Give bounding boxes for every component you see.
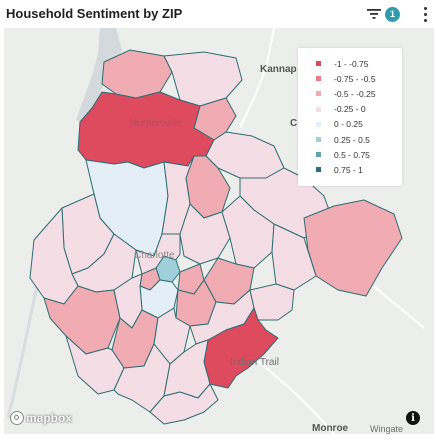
place-label-kannapolis: Kannap xyxy=(260,64,297,75)
zip-region[interactable] xyxy=(149,383,219,425)
place-label-charlotte: Charlotte xyxy=(134,250,175,261)
legend-label: 0.75 - 1 xyxy=(334,164,363,175)
zip-region[interactable] xyxy=(303,199,403,297)
legend-swatch xyxy=(316,167,321,173)
legend-label: -0.75 - -0.5 xyxy=(334,73,376,84)
legend-swatch xyxy=(316,91,321,97)
place-label-huntersville: Huntersville xyxy=(130,118,183,129)
widget-title: Household Sentiment by ZIP xyxy=(6,6,183,21)
zip-region[interactable] xyxy=(203,307,279,389)
legend-item: -0.5 - -0.25 xyxy=(298,86,402,101)
legend-item: -1 - -0.75 xyxy=(298,56,402,71)
legend-label: 0.25 - 0.5 xyxy=(334,134,370,145)
legend-item: -0.25 - 0 xyxy=(298,102,402,117)
road-line xyxy=(253,357,335,434)
mapbox-logo[interactable]: mapbox xyxy=(10,410,72,426)
place-label-indian-trail: Indian Trail xyxy=(230,357,279,368)
info-icon[interactable]: i xyxy=(406,411,420,425)
road-line xyxy=(239,28,275,129)
legend-label: 0.5 - 0.75 xyxy=(334,149,370,160)
filter-icon xyxy=(367,9,381,19)
more-options-button[interactable] xyxy=(419,5,431,23)
more-vertical-icon xyxy=(423,6,427,10)
legend-swatch xyxy=(316,152,321,158)
legend-swatch xyxy=(316,61,321,67)
place-label-monroe: Monroe xyxy=(312,423,349,434)
legend-swatch xyxy=(316,121,321,127)
legend-label: -1 - -0.75 xyxy=(334,58,369,69)
widget-header: Household Sentiment by ZIP 1 xyxy=(0,0,436,28)
lake-shape xyxy=(76,28,122,124)
legend-item: -0.75 - -0.5 xyxy=(298,71,402,86)
legend-label: 0 - 0.25 xyxy=(334,119,363,130)
legend-item: 0.75 - 1 xyxy=(298,162,402,177)
mapbox-logo-icon xyxy=(10,411,24,425)
active-filter-count-badge: 1 xyxy=(385,6,400,22)
place-label-concord: C xyxy=(290,118,298,129)
choropleth-map[interactable] xyxy=(4,28,434,434)
filter-button[interactable]: 1 xyxy=(367,5,407,23)
place-label-wingate: Wingate xyxy=(370,424,404,434)
legend-item: 0.25 - 0.5 xyxy=(298,132,402,147)
legend-swatch xyxy=(316,76,321,82)
legend-label: -0.5 - -0.25 xyxy=(334,88,376,99)
legend-item: 0.5 - 0.75 xyxy=(298,147,402,162)
mapbox-logo-text: mapbox xyxy=(26,411,73,425)
map-legend: -1 - -0.75 -0.75 - -0.5 -0.5 - -0.25 -0.25 … xyxy=(298,48,402,186)
legend-item: 0 - 0.25 xyxy=(298,117,402,132)
legend-swatch xyxy=(316,106,321,112)
legend-label: -0.25 - 0 xyxy=(334,104,366,115)
legend-swatch xyxy=(316,137,321,143)
